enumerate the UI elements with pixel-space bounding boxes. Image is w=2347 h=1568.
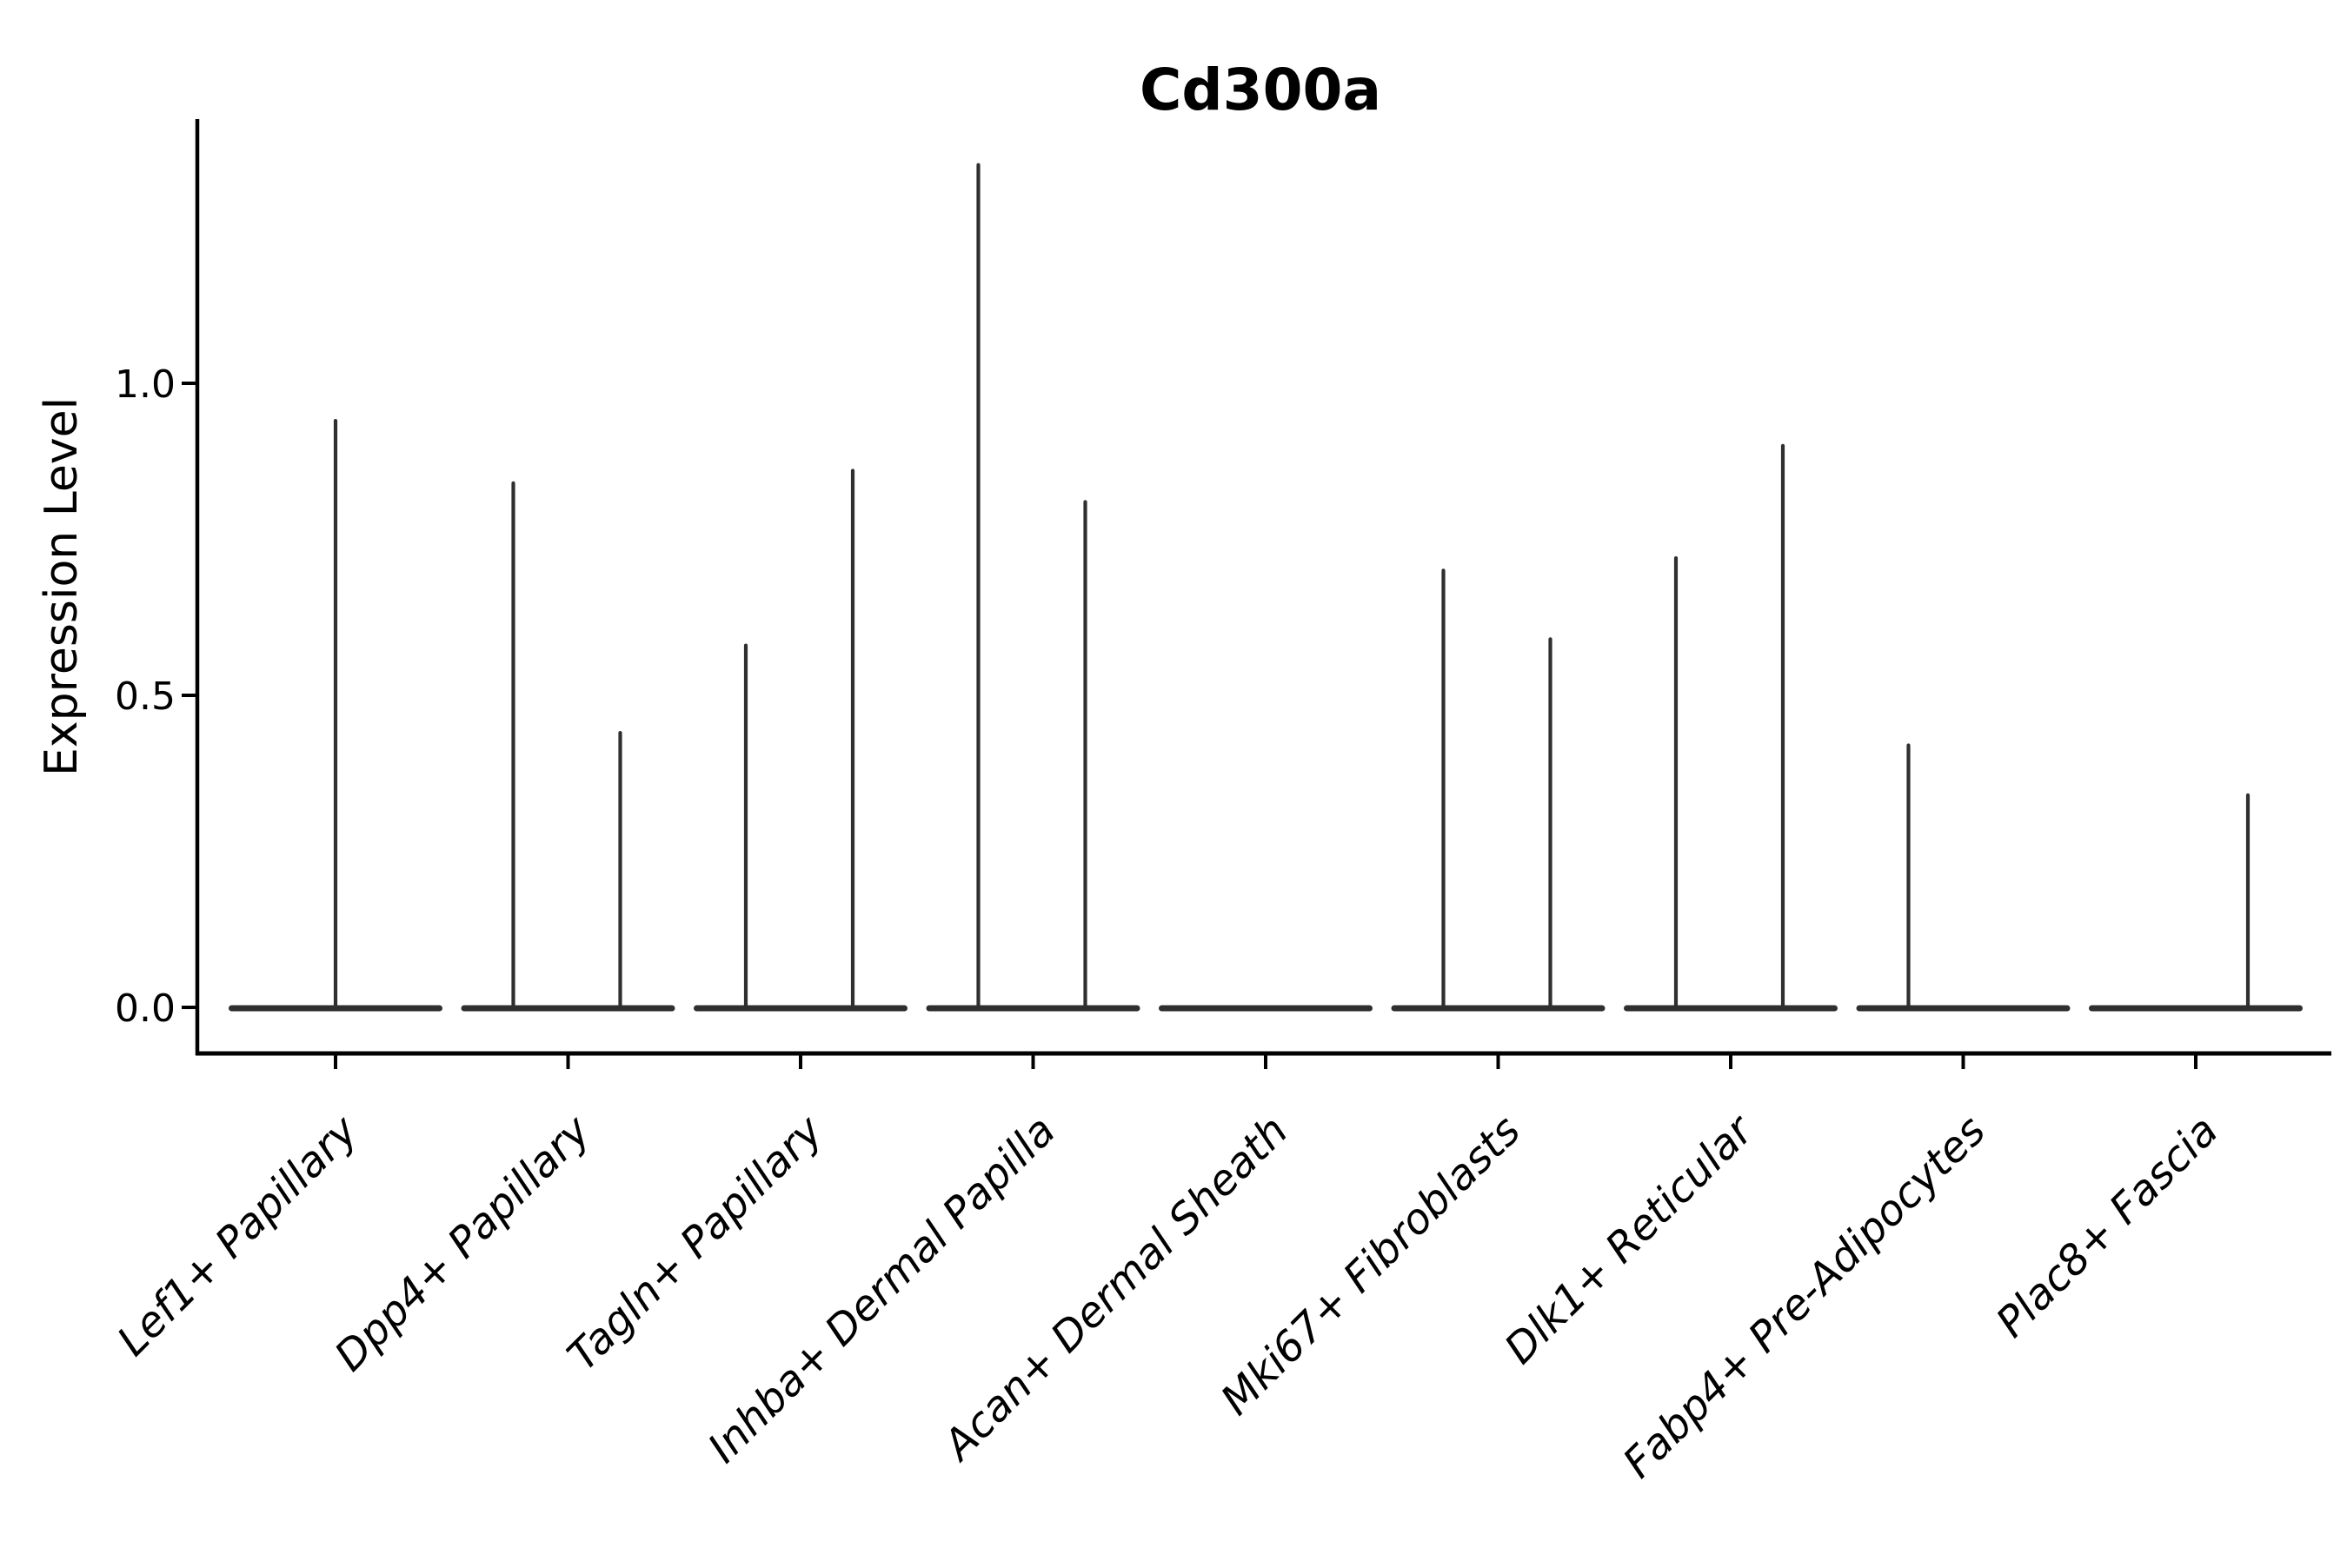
violin-body — [1624, 1005, 1838, 1012]
violin-body — [2089, 1005, 2303, 1012]
x-category-label: Dpp4+ Papillary — [325, 1106, 600, 1380]
violin-body — [1391, 1005, 1606, 1012]
violin-body — [926, 1005, 1140, 1012]
y-tick-label: 0.0 — [115, 987, 176, 1031]
y-axis-label: Expression Level — [36, 397, 88, 776]
x-category-label: Lef1+ Papillary — [108, 1106, 368, 1365]
x-category-label: Dlk1+ Reticular — [1495, 1105, 1765, 1374]
violin-body — [694, 1005, 908, 1012]
violin-body — [1856, 1005, 2071, 1012]
chart-title: Cd300a — [1140, 56, 1381, 123]
x-category-label: Tagln+ Papillary — [558, 1106, 833, 1380]
violin-body — [1159, 1005, 1373, 1012]
y-tick-label: 0.5 — [115, 674, 176, 719]
y-tick-label: 1.0 — [115, 362, 176, 407]
violin-body — [461, 1005, 675, 1012]
x-category-label: Plac8+ Fascia — [1987, 1106, 2228, 1347]
